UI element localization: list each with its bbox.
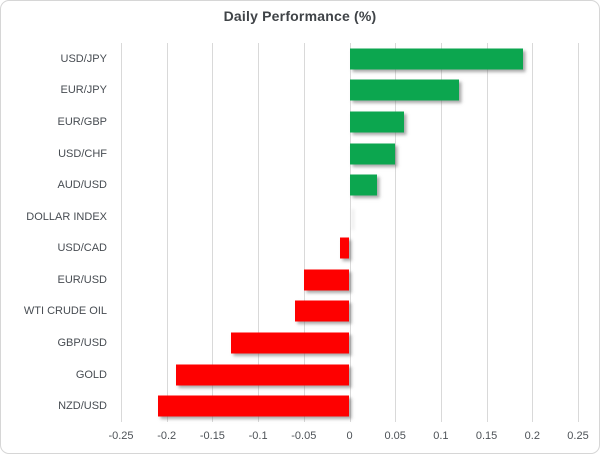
gridline [486,43,488,422]
bar-aud-usd [349,174,377,196]
category-label: GBP/USD [57,336,107,349]
gridline [212,43,214,422]
bar-nzd-usd [157,395,350,417]
gridline [258,43,260,422]
bar-row [121,296,578,328]
x-tick-label: -0.15 [199,430,225,442]
category-label: EUR/JPY [60,84,107,97]
bar-wti-crude-oil [294,300,350,322]
category-axis: USD/JPY EUR/JPY EUR/GBP USD/CHF AUD/USD DOLLA… [1,43,107,422]
x-tick-label: 0.2 [524,430,540,442]
bar-row [121,169,578,201]
category-label: AUD/USD [57,179,107,192]
x-tick-label: 0.05 [384,430,406,442]
category-label: USD/CHF [58,147,107,160]
x-tick-label: 0.1 [433,430,449,442]
bar-row [121,233,578,265]
bar-usd-cad [340,237,350,259]
gridline [578,43,579,422]
bar-usd-jpy [349,48,524,70]
bar-eur-gbp [349,111,405,133]
x-tick-label: -0.2 [157,430,177,442]
gridline [395,43,397,422]
category-label: USD/JPY [60,52,107,65]
bar-gbp-usd [230,332,350,354]
bar-dollar-index [350,206,351,227]
category-label: USD/CAD [57,242,107,255]
gridline [121,43,122,422]
bar-row [121,106,578,138]
x-tick-label: -0.25 [108,430,134,442]
x-axis: -0.25 -0.2 -0.15 -0.1 -0.05 0 0.05 0.1 0.15 0.2 0.… [108,428,588,444]
x-tick-label: 0.15 [475,430,498,442]
category-label: EUR/GBP [57,115,107,128]
bar-row [121,43,578,75]
category-label: GOLD [75,368,107,381]
chart-title: Daily Performance (%) [223,8,377,24]
bar-eur-usd [303,269,350,291]
bar-gold [175,364,350,386]
category-label: EUR/USD [57,273,107,286]
plot-area [121,43,579,422]
bar-eur-jpy [349,79,460,101]
gridline [440,43,442,422]
gridline [349,43,351,422]
gridline [303,43,305,422]
bar-row [121,390,578,422]
x-tick-label: 0.25 [567,430,589,442]
x-tick-label: 0 [346,430,353,442]
category-label: WTI CRUDE OIL [23,305,107,318]
bar-row [121,327,578,359]
x-tick-label: -0.05 [291,430,317,442]
gridline [166,43,168,422]
category-label: NZD/USD [58,400,107,413]
category-label: DOLLAR INDEX [26,210,107,223]
gridline [532,43,534,422]
bar-row [121,359,578,391]
bar-row [121,75,578,107]
bar-row [121,138,578,170]
bar-usd-chf [349,143,396,165]
bar-row [121,201,578,233]
x-tick-label: -0.1 [248,430,268,442]
bar-row [121,264,578,296]
